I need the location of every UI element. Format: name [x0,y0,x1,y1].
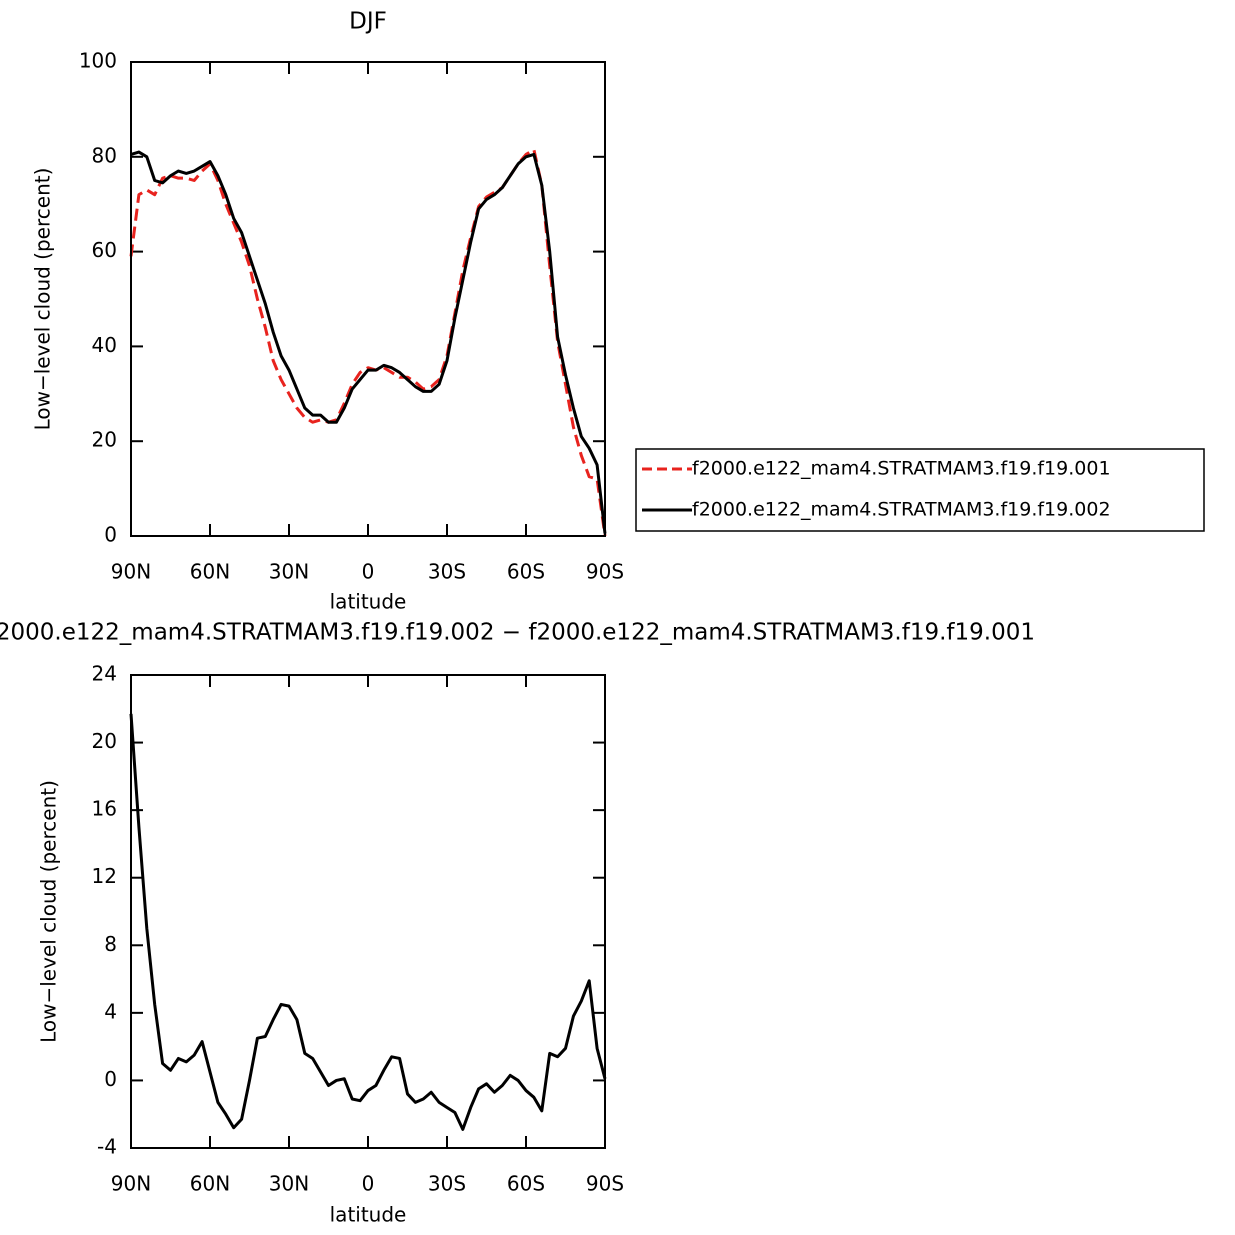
x-tick-label: 30S [428,1172,466,1196]
x-tick-label: 30N [269,560,309,584]
y-axis-label: Low−level cloud (percent) [31,168,55,431]
y-tick-label: 0 [104,523,117,547]
y-tick-label: 16 [92,797,117,821]
x-tick-label: 90N [111,560,151,584]
chart-title: f2000.e122_mam4.STRATMAM3.f19.f19.002 − … [0,620,1035,646]
x-tick-label: 0 [362,1172,375,1196]
x-axis-label: latitude [330,590,407,614]
x-tick-label: 90N [111,1172,151,1196]
data-line [129,713,607,1131]
plot-frame [130,674,606,1149]
x-axis-label: latitude [330,1203,407,1227]
x-tick-label: 30S [428,560,466,584]
legend-box [635,448,1205,532]
y-tick-label: 12 [92,864,117,888]
plot-frame [130,61,606,537]
y-tick-label: 40 [92,333,117,357]
legend-label: f2000.e122_mam4.STRATMAM3.f19.f19.002 [692,499,1111,521]
x-tick-label: 60N [190,560,230,584]
y-tick-label: 20 [92,729,117,753]
y-tick-label: 100 [79,49,117,73]
y-tick-label: 24 [92,662,117,686]
y-tick-label: -4 [97,1135,117,1159]
y-tick-label: 8 [104,932,117,956]
x-tick-label: 60N [190,1172,230,1196]
y-tick-label: 60 [92,238,117,262]
x-tick-label: 30N [269,1172,309,1196]
x-tick-label: 0 [362,560,375,584]
y-axis-label: Low−level cloud (percent) [37,780,61,1043]
x-tick-label: 60S [507,1172,545,1196]
x-tick-label: 90S [586,1172,624,1196]
legend-label: f2000.e122_mam4.STRATMAM3.f19.f19.001 [692,458,1111,480]
y-tick-label: 20 [92,428,117,452]
y-tick-label: 4 [104,999,117,1023]
data-line [130,150,607,534]
chart-title: DJF [349,9,387,35]
y-tick-label: 80 [92,143,117,167]
y-tick-label: 0 [104,1067,117,1091]
x-tick-label: 90S [586,560,624,584]
x-tick-label: 60S [507,560,545,584]
